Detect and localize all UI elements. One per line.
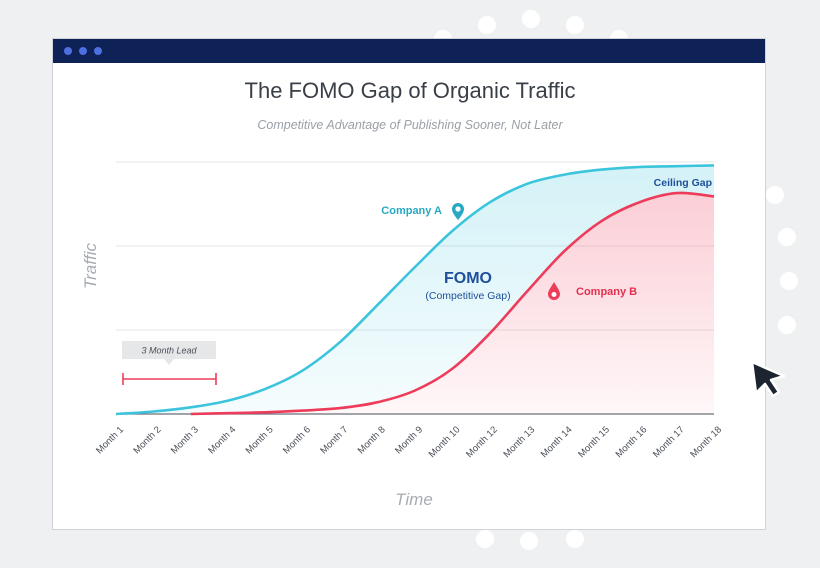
fomo-sublabel: (Competitive Gap) xyxy=(425,290,510,302)
series-line-company-a xyxy=(115,164,715,416)
y-axis-label: Traffic xyxy=(81,243,100,289)
x-tick-label: Month 7 xyxy=(318,424,350,456)
lead-annotation: 3 Month Lead xyxy=(122,341,217,385)
x-tick-label: Month 16 xyxy=(614,424,650,460)
decor-dot xyxy=(778,228,796,246)
x-tick-label: Month 14 xyxy=(539,424,575,460)
x-tick-label: Month 8 xyxy=(356,424,388,456)
company-b-area xyxy=(190,192,714,414)
x-tick-label: Month 2 xyxy=(131,424,163,456)
decor-dot xyxy=(476,530,494,548)
lead-label: 3 Month Lead xyxy=(141,346,197,356)
chart-title: The FOMO Gap of Organic Traffic xyxy=(244,78,576,103)
x-tick-label: Month 18 xyxy=(688,424,724,460)
fomo-label: FOMO xyxy=(444,270,492,287)
x-tick-label: Month 15 xyxy=(576,424,612,460)
x-tick-label: Month 9 xyxy=(393,424,425,456)
x-tick-label: Month 13 xyxy=(501,424,537,460)
decor-dot xyxy=(566,16,584,34)
x-tick-label: Month 5 xyxy=(244,424,276,456)
fomo-gap-area xyxy=(116,165,714,414)
window-dot xyxy=(79,47,87,55)
decor-dot xyxy=(566,530,584,548)
decor-dot xyxy=(520,532,538,550)
decor-dot xyxy=(766,186,784,204)
drop-pin-icon xyxy=(548,282,560,300)
x-tick-label: Month 10 xyxy=(427,424,463,460)
decor-dot xyxy=(780,272,798,290)
window-dot xyxy=(64,47,72,55)
location-pin-icon xyxy=(452,203,464,220)
window-dot xyxy=(94,47,102,55)
decor-dot xyxy=(522,10,540,28)
x-tick-label: Month 1 xyxy=(94,424,126,456)
x-tick-label: Month 6 xyxy=(281,424,313,456)
x-axis-label: Time xyxy=(395,490,433,509)
series-line-company-b xyxy=(190,191,715,416)
x-tick-label: Month 4 xyxy=(206,424,238,456)
x-tick-label: Month 3 xyxy=(169,424,201,456)
legend-company-a: Company A xyxy=(381,205,442,217)
x-tick-label: Month 17 xyxy=(651,424,687,460)
decor-dot xyxy=(778,316,796,334)
ceiling-gap-label: Ceiling Gap xyxy=(654,177,712,189)
chart-subtitle: Competitive Advantage of Publishing Soon… xyxy=(257,118,563,132)
x-tick-label: Month 12 xyxy=(464,424,500,460)
cursor-arrow-icon xyxy=(750,360,786,398)
decor-dot xyxy=(478,16,496,34)
legend-company-b: Company B xyxy=(576,286,637,298)
window-titlebar xyxy=(53,39,765,63)
